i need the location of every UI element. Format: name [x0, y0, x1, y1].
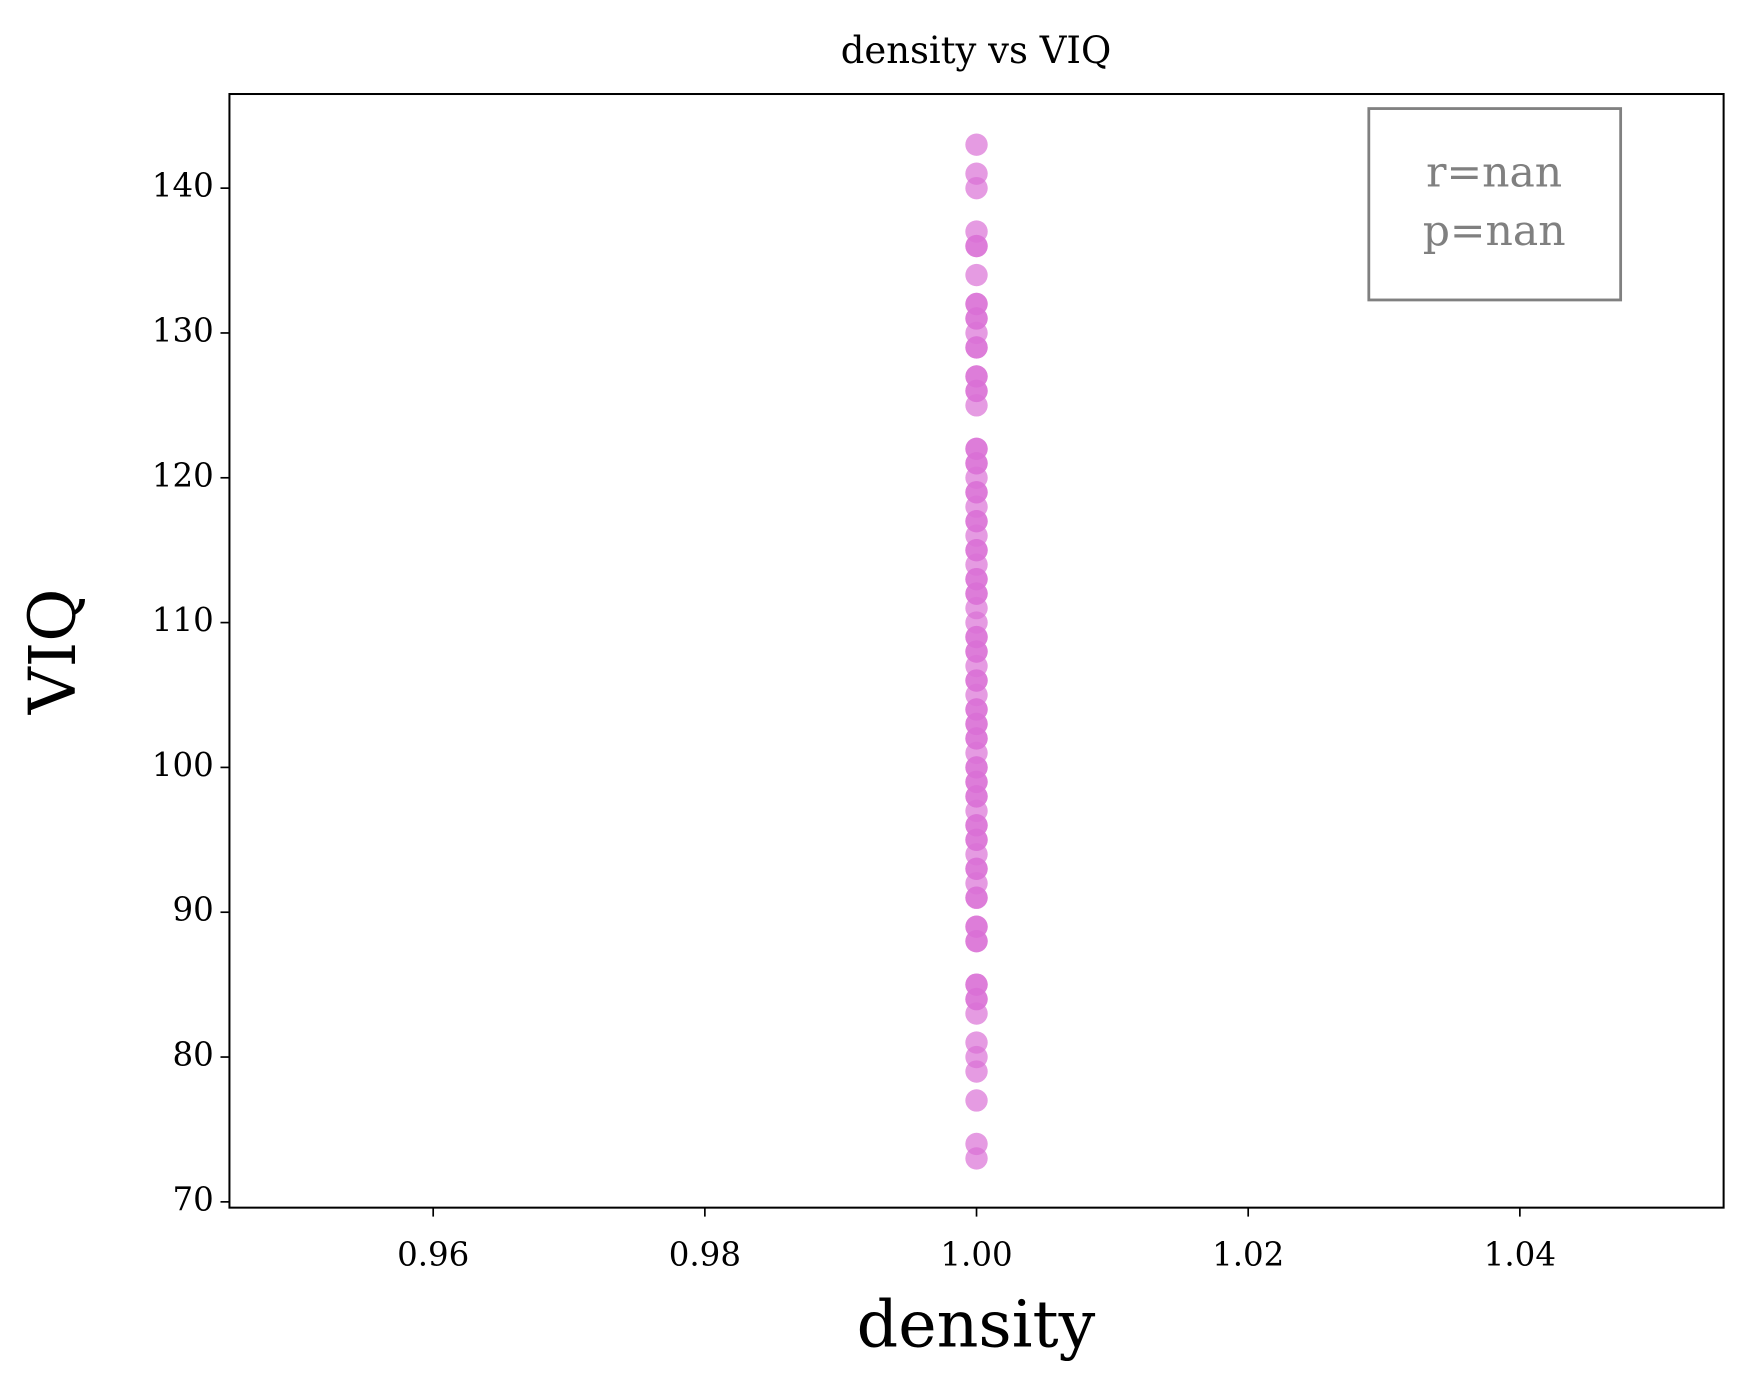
x-tick-label: 1.04 [1484, 1235, 1556, 1273]
point [965, 263, 988, 287]
y-tick-label: 70 [172, 1180, 213, 1218]
point [965, 929, 988, 953]
y-axis-label: VIQ [16, 589, 91, 716]
x-tick-label: 0.98 [669, 1235, 741, 1273]
x-tick-label: 1.02 [1212, 1235, 1284, 1273]
x-tick-label: 1.00 [940, 1235, 1012, 1273]
y-tick-label: 90 [172, 891, 213, 929]
point [965, 1089, 988, 1112]
x-tick-label: 0.96 [397, 1235, 469, 1273]
chart-title: density vs VIQ [841, 29, 1112, 72]
y-tick-label: 110 [152, 601, 214, 639]
point [965, 886, 988, 909]
plot-frame [228, 93, 1725, 1209]
point [965, 394, 988, 417]
point [965, 1002, 988, 1025]
point [965, 133, 988, 156]
y-tick-label: 130 [152, 311, 214, 349]
point [965, 1147, 988, 1170]
y-tick-label: 80 [172, 1036, 213, 1074]
x-axis-label: density [857, 1288, 1096, 1363]
annotation-box [1367, 107, 1623, 302]
point [965, 176, 988, 200]
y-tick-label: 100 [152, 746, 214, 784]
annotation-text: p=nan [1423, 207, 1566, 256]
point [965, 1060, 988, 1083]
y-tick-label: 120 [152, 456, 214, 494]
y-tick-label: 140 [152, 167, 214, 205]
point [965, 234, 988, 258]
point [965, 336, 988, 359]
annotation-text: r=nan [1426, 149, 1562, 198]
